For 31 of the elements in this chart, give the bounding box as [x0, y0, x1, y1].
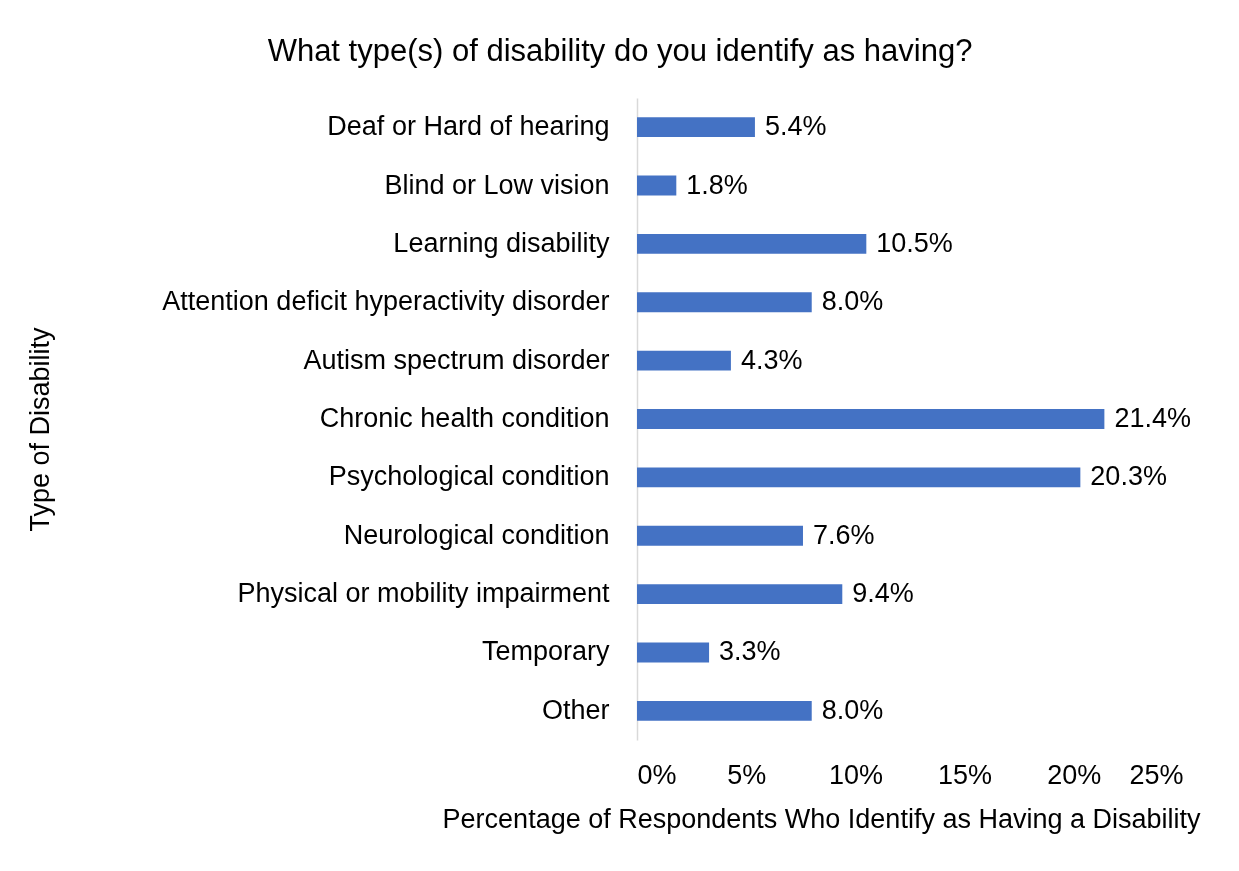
x-tick-label: 0%	[637, 759, 677, 790]
data-label: 10.5%	[876, 227, 953, 258]
chart-title: What type(s) of disability do you identify as having?	[267, 33, 973, 68]
data-label: 7.6%	[812, 519, 875, 550]
x-tick-label: 20%	[1047, 759, 1102, 790]
y-tick-label: Learning disability	[393, 227, 610, 258]
x-tick-label: 25%	[1129, 759, 1184, 790]
y-tick-label: Chronic health condition	[319, 403, 610, 433]
data-label: 3.3%	[719, 636, 781, 667]
data-label: 4.3%	[740, 344, 803, 375]
data-label: 1.8%	[686, 169, 748, 200]
data-label: 20.3%	[1090, 461, 1167, 492]
y-tick-label: Psychological condition	[328, 461, 610, 492]
y-tick-label: Neurological condition	[343, 519, 610, 550]
y-tick-label: Temporary	[481, 636, 610, 667]
x-tick-label: 15%	[938, 759, 993, 790]
x-tick-label: 5%	[727, 759, 767, 790]
x-tick-label: 10%	[828, 759, 883, 790]
data-label: 9.4%	[852, 578, 914, 609]
y-tick-label: Autism spectrum disorder	[303, 344, 610, 375]
y-tick-label: Physical or mobility impairment	[237, 578, 610, 609]
data-label: 21.4%	[1114, 403, 1191, 433]
y-tick-label: Deaf or Hard of hearing	[327, 111, 610, 142]
data-label: 5.4%	[764, 111, 827, 142]
y-axis-title: Type of Disability	[24, 326, 55, 532]
data-label: 8.0%	[821, 286, 884, 317]
data-label: 8.0%	[821, 694, 884, 725]
x-axis-title: Percentage of Respondents Who Identify as Having a Disability	[442, 803, 1201, 834]
y-tick-label: Attention deficit hyperactivity disorder	[162, 286, 610, 317]
y-tick-label: Blind or Low vision	[384, 169, 610, 200]
y-tick-label: Other	[541, 694, 610, 725]
